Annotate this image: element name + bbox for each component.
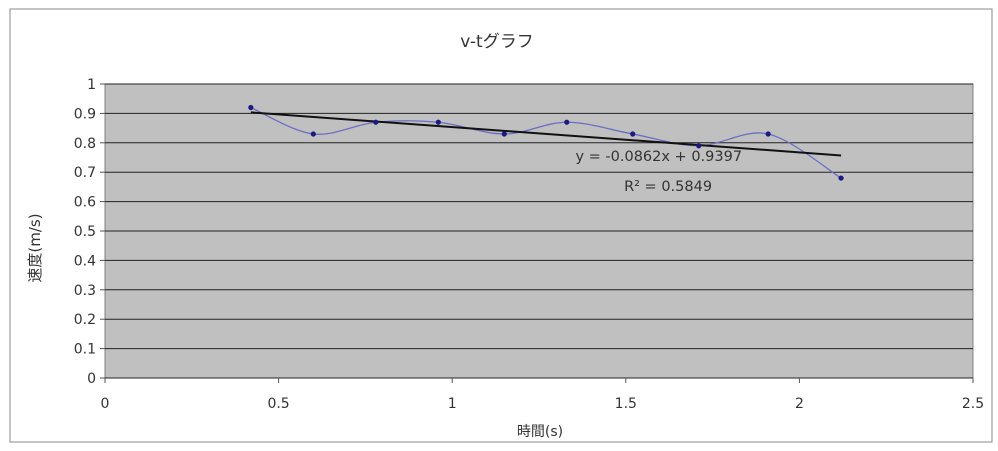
- trendline: [250, 111, 842, 157]
- x-tick-label: 2.5: [962, 396, 984, 412]
- y-axis-label: 速度(m/s): [26, 213, 44, 282]
- y-tick-label: 0.9: [74, 106, 96, 122]
- x-tick-label: 2: [795, 396, 804, 412]
- data-point: [765, 131, 771, 137]
- data-point: [630, 131, 636, 137]
- data-point: [435, 119, 441, 125]
- series-smooth-line: [250, 106, 842, 179]
- data-point: [373, 119, 379, 125]
- x-tick-label: 0: [101, 396, 110, 412]
- y-tick-label: 0.6: [74, 195, 96, 211]
- data-point: [248, 104, 254, 111]
- trendline-r-squared: R² = 0.5849: [624, 179, 712, 195]
- y-tick-label: 0.1: [74, 342, 96, 358]
- data-point: [310, 131, 316, 137]
- y-tick-label: 0.8: [74, 136, 96, 152]
- gridlines: [105, 83, 973, 379]
- y-tick-label: 0.3: [74, 283, 96, 299]
- y-tick-label: 0.5: [74, 224, 96, 240]
- x-axis-ticks: 0 0.5 1 1.5 2 2.5: [101, 378, 984, 412]
- y-tick-label: 0: [87, 371, 96, 387]
- y-tick-label: 0.4: [74, 253, 96, 269]
- data-point: [501, 131, 507, 137]
- x-tick-label: 0.5: [267, 396, 289, 412]
- data-point: [838, 175, 844, 181]
- data-point: [696, 143, 702, 149]
- y-tick-label: 1: [87, 77, 96, 93]
- x-axis-label: 時間(s): [517, 424, 563, 440]
- data-point: [564, 119, 570, 125]
- trendline-equation: y = -0.0862x + 0.9397: [575, 149, 742, 165]
- y-tick-label: 0.2: [74, 312, 96, 328]
- x-tick-label: 1: [448, 396, 457, 412]
- chart-title: v-tグラフ: [460, 32, 533, 52]
- x-tick-label: 1.5: [615, 396, 637, 412]
- y-axis-ticks: 0 0.1 0.2 0.3 0.4 0.5 0.6 0.7 0.8 0.9 1: [74, 77, 105, 387]
- data-points: [248, 104, 844, 181]
- y-tick-label: 0.7: [74, 165, 96, 181]
